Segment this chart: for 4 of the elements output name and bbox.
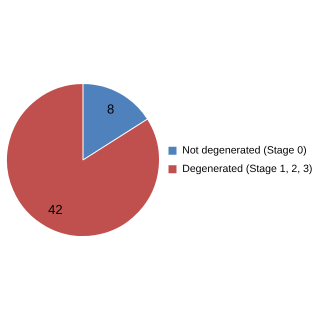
data-label: 42 (48, 202, 63, 217)
legend-label: Degenerated (Stage 1, 2, 3) (182, 163, 312, 176)
data-label: 8 (107, 101, 114, 116)
legend-label: Not degenerated (Stage 0) (182, 144, 307, 157)
